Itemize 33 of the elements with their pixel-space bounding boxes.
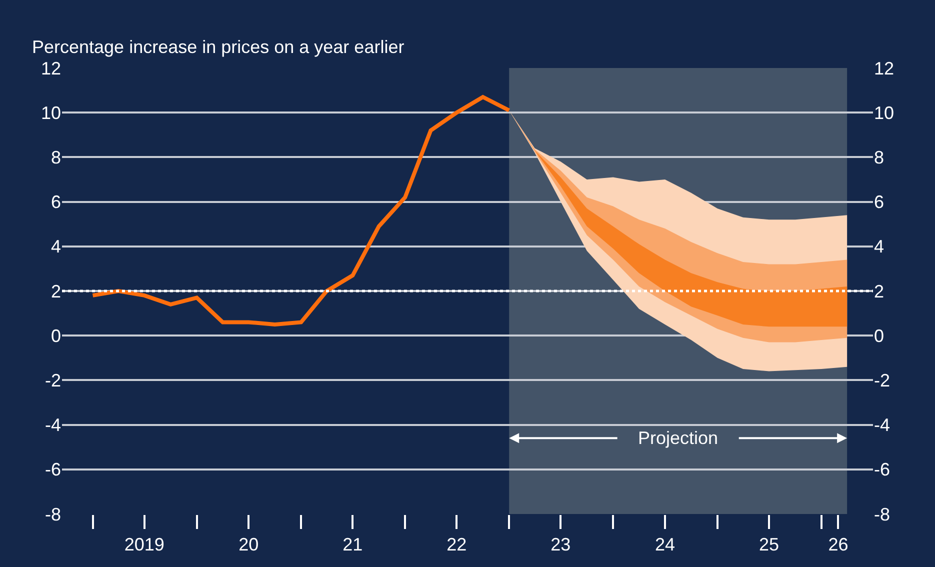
y2-tick-label: 8 (874, 148, 884, 168)
y2-tick-label: -8 (874, 504, 890, 524)
y2-tick-label: -2 (874, 370, 890, 390)
y-tick-label: 10 (40, 102, 61, 123)
y2-tick-label: 2 (874, 281, 884, 302)
y-tick-label: -4 (44, 415, 61, 436)
y-tick-label: -2 (44, 370, 61, 390)
line-series (90, 94, 512, 326)
y-axis-title: Percentage increase in prices on a year earlier (32, 37, 404, 57)
y-tick-label: -6 (44, 460, 61, 480)
y-tick-label: -8 (44, 504, 61, 524)
y2-tick-label: 12 (874, 58, 894, 78)
y-tick-label: 0 (50, 326, 61, 346)
y-tick-label: 8 (50, 148, 61, 168)
y2-tick-label: 4 (874, 236, 884, 257)
x-tick-label: 24 (654, 534, 675, 555)
y2-tick-label: 10 (874, 102, 894, 123)
y-tick-label: 2 (50, 281, 61, 302)
x-tick-label: 22 (446, 534, 467, 555)
x-tick-label: 25 (758, 534, 780, 555)
x-tick-label: 26 (828, 534, 848, 555)
x-tick-label: 23 (550, 534, 571, 555)
x-tick-label: 20 (238, 534, 259, 555)
x-tick-label: 21 (342, 534, 363, 555)
band-label: Projection (638, 428, 718, 448)
y2-tick-label: 6 (874, 192, 884, 212)
y-tick-label: 6 (50, 192, 61, 212)
y2-tick-label: -4 (874, 415, 890, 436)
y-tick-label: 12 (40, 58, 61, 78)
x-tick-label: 2019 (124, 534, 164, 555)
y-tick-label: 4 (50, 236, 61, 257)
y2-tick-label: -6 (874, 460, 890, 480)
y2-tick-label: 0 (874, 326, 884, 346)
